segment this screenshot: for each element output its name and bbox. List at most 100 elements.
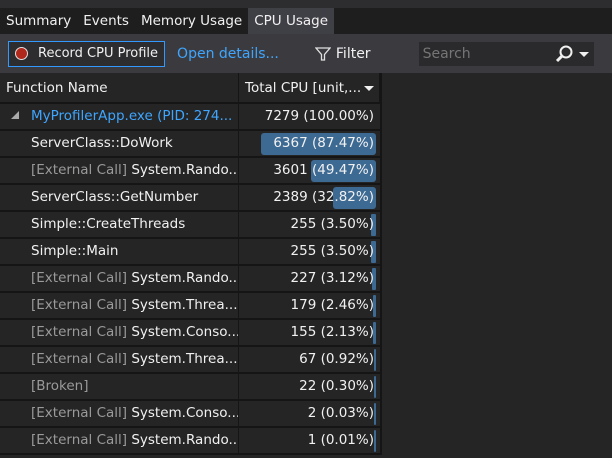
open-details-link[interactable]: Open details... xyxy=(177,45,279,62)
column-total-cpu[interactable]: Total CPU [unit,... xyxy=(239,73,380,102)
call-type-prefix: [External Call] xyxy=(31,270,128,286)
filter-icon xyxy=(314,46,331,61)
table-row[interactable]: Simple::Main 255 (3.50%) xyxy=(0,239,380,266)
table-row[interactable]: ServerClass::DoWork 6367 (87.47%) xyxy=(0,131,380,158)
cpu-percentage-bar xyxy=(371,214,376,236)
search-box xyxy=(418,41,594,66)
table-row[interactable]: MyProfilerApp.exe (PID: 274... 7279 (100.… xyxy=(0,104,380,131)
cpu-percentage-bar xyxy=(371,241,376,263)
cpu-percentage-bar xyxy=(374,430,376,452)
total-cpu-value: 155 (2.13%) xyxy=(290,324,374,340)
total-cpu-value: 1 (0.01%) xyxy=(307,432,374,448)
tab-summary[interactable]: Summary xyxy=(6,13,72,29)
function-name-cell: ServerClass::DoWork xyxy=(0,131,239,156)
function-name: MyProfilerApp.exe (PID: 274... xyxy=(31,108,233,124)
call-tree-table: Function Name Total CPU [unit,... MyProf… xyxy=(0,73,382,455)
total-cpu-cell: 255 (3.50%) xyxy=(239,212,380,237)
table-row[interactable]: [External Call] System.Rando... 3601 (49.… xyxy=(0,158,380,185)
cpu-percentage-bar xyxy=(372,295,376,317)
cpu-percentage-bar xyxy=(373,322,376,344)
chevron-down-icon[interactable] xyxy=(578,49,590,59)
call-type-prefix: [External Call] xyxy=(31,297,128,313)
function-name-cell: [External Call] System.Threa... xyxy=(0,293,239,318)
table-row[interactable]: [External Call] System.Threa... 179 (2.46… xyxy=(0,293,380,320)
cpu-percentage-bar xyxy=(374,349,376,371)
record-label: Record CPU Profile xyxy=(38,46,159,61)
search-icon[interactable] xyxy=(554,44,574,64)
table-row[interactable]: [External Call] System.Rando... 1 (0.01%) xyxy=(0,428,380,455)
table-row[interactable]: ServerClass::GetNumber 2389 (32.82%) xyxy=(0,185,380,212)
function-name-cell: [External Call] System.Rando... xyxy=(0,428,239,453)
total-cpu-cell: 2389 (32.82%) xyxy=(239,185,380,210)
call-type-prefix: [External Call] xyxy=(31,324,128,340)
function-name-cell: [External Call] System.Rando... xyxy=(0,266,239,291)
total-cpu-value: 3601 (49.47%) xyxy=(273,162,374,178)
filter-button[interactable]: Filter xyxy=(314,45,371,62)
function-name-cell: [Broken] xyxy=(0,374,239,399)
function-name-cell: MyProfilerApp.exe (PID: 274... xyxy=(0,104,239,129)
total-cpu-cell: 155 (2.13%) xyxy=(239,320,380,345)
table-row[interactable]: [Broken] 22 (0.30%) xyxy=(0,374,380,401)
total-cpu-value: 67 (0.92%) xyxy=(299,351,374,367)
table-row[interactable]: [External Call] System.Threa... 67 (0.92%… xyxy=(0,347,380,374)
total-cpu-cell: 7279 (100.00%) xyxy=(239,104,380,129)
total-cpu-cell: 2 (0.03%) xyxy=(239,401,380,426)
total-cpu-cell: 227 (3.12%) xyxy=(239,266,380,291)
function-name: System.Rando... xyxy=(131,270,239,286)
filter-label: Filter xyxy=(335,45,371,62)
function-name: System.Rando... xyxy=(131,162,239,178)
total-cpu-value: 22 (0.30%) xyxy=(299,378,374,394)
tab-cpu-usage[interactable]: CPU Usage xyxy=(248,8,335,34)
function-name-cell: [External Call] System.Threa... xyxy=(0,347,239,372)
function-name: Simple::Main xyxy=(31,243,119,259)
call-type-prefix: [Broken] xyxy=(31,378,89,394)
total-cpu-value: 255 (3.50%) xyxy=(290,243,374,259)
tab-events[interactable]: Events xyxy=(83,13,129,29)
total-cpu-value: 179 (2.46%) xyxy=(290,297,374,313)
total-cpu-cell: 22 (0.30%) xyxy=(239,374,380,399)
cpu-percentage-bar xyxy=(371,268,376,290)
cpu-percentage-bar xyxy=(260,133,376,155)
total-cpu-value: 6367 (87.47%) xyxy=(273,135,374,151)
total-cpu-cell: 179 (2.46%) xyxy=(239,293,380,318)
table-row[interactable]: [External Call] System.Conso... 2 (0.03%) xyxy=(0,401,380,428)
function-name: ServerClass::DoWork xyxy=(31,135,173,151)
function-name-cell: Simple::CreateThreads xyxy=(0,212,239,237)
cpu-percentage-bar xyxy=(374,403,376,425)
function-name: System.Threa... xyxy=(131,297,238,313)
tab-bar: Summary Events Memory Usage CPU Usage xyxy=(0,8,612,34)
total-cpu-cell: 6367 (87.47%) xyxy=(239,131,380,156)
function-name-cell: [External Call] System.Conso... xyxy=(0,320,239,345)
function-name: System.Threa... xyxy=(131,351,238,367)
record-icon xyxy=(15,47,28,60)
column-function-name[interactable]: Function Name xyxy=(0,73,239,102)
cpu-percentage-bar xyxy=(332,187,376,209)
total-cpu-cell: 255 (3.50%) xyxy=(239,239,380,264)
cpu-percentage-bar xyxy=(374,376,376,398)
column-total-cpu-label: Total CPU [unit,... xyxy=(245,80,362,96)
search-input[interactable] xyxy=(422,45,553,62)
total-cpu-value: 227 (3.12%) xyxy=(290,270,374,286)
total-cpu-value: 2 (0.03%) xyxy=(307,405,374,421)
function-name-cell: [External Call] System.Conso... xyxy=(0,401,239,426)
table-header: Function Name Total CPU [unit,... xyxy=(0,73,380,104)
table-row[interactable]: [External Call] System.Conso... 155 (2.13… xyxy=(0,320,380,347)
record-cpu-profile-button[interactable]: Record CPU Profile xyxy=(8,40,166,67)
call-type-prefix: [External Call] xyxy=(31,351,128,367)
call-type-prefix: [External Call] xyxy=(31,432,128,448)
toolbar: Record CPU Profile Open details... Filte… xyxy=(0,34,612,73)
table-row[interactable]: [External Call] System.Rando... 227 (3.12… xyxy=(0,266,380,293)
total-cpu-cell: 3601 (49.47%) xyxy=(239,158,380,183)
top-strip xyxy=(0,0,612,8)
cpu-percentage-bar xyxy=(310,160,376,182)
call-type-prefix: [External Call] xyxy=(31,405,128,421)
total-cpu-cell: 67 (0.92%) xyxy=(239,347,380,372)
function-name: System.Rando... xyxy=(131,432,239,448)
function-name: System.Conso... xyxy=(131,324,239,340)
total-cpu-value: 7279 (100.00%) xyxy=(264,108,374,124)
function-name-cell: Simple::Main xyxy=(0,239,239,264)
table-row[interactable]: Simple::CreateThreads 255 (3.50%) xyxy=(0,212,380,239)
tab-memory-usage[interactable]: Memory Usage xyxy=(140,13,243,29)
function-name: Simple::CreateThreads xyxy=(31,216,186,232)
expand-collapse-icon[interactable] xyxy=(10,110,20,120)
